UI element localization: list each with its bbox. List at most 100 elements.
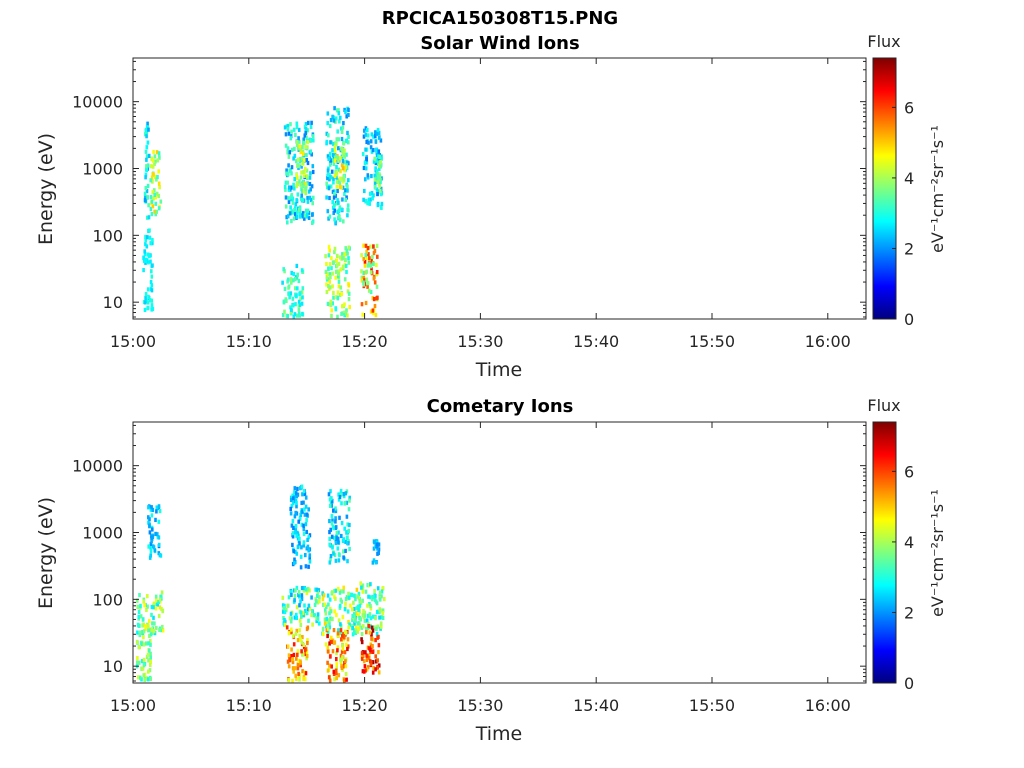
spectrogram-cell <box>295 605 299 610</box>
spectrogram-cell <box>375 153 379 158</box>
spectrogram-cell <box>291 296 295 301</box>
spectrogram-cell <box>337 618 341 623</box>
spectrogram-cell <box>307 618 310 623</box>
spectrogram-cell <box>144 175 147 180</box>
spectrogram-cell <box>362 275 366 280</box>
spectrogram-cell <box>369 603 372 609</box>
spectrogram-cell <box>287 172 290 177</box>
spectrogram-cell <box>333 189 336 194</box>
spectrogram-cell <box>347 283 351 288</box>
spectrogram-cell <box>379 138 383 143</box>
x-axis-label: Time <box>475 359 523 381</box>
spectrogram-cell <box>155 177 158 182</box>
spectrogram-cell <box>342 141 346 146</box>
spectrogram-cell <box>303 512 307 517</box>
spectrogram-cell <box>344 659 347 664</box>
spectrogram-cell <box>335 651 338 656</box>
spectrogram-cell <box>369 244 372 249</box>
spectrogram-cell <box>331 271 334 276</box>
spectrogram-cell <box>327 284 330 289</box>
spectrogram-cell <box>142 673 145 678</box>
spectrogram-cell <box>336 648 339 653</box>
spectrogram-cell <box>354 618 357 623</box>
spectrogram-cell <box>307 215 311 220</box>
spectrogram-cell <box>295 676 298 681</box>
spectrogram-cell <box>370 132 374 137</box>
spectrogram-cell <box>365 256 368 261</box>
spectrogram-cell <box>328 663 331 668</box>
spectrogram-cell <box>153 161 156 166</box>
spectrogram-cell <box>328 542 331 547</box>
spectrogram-cell <box>373 181 377 186</box>
spectrogram-cell <box>159 199 163 204</box>
spectrogram-cell <box>150 303 154 308</box>
spectrogram-cell <box>337 137 340 142</box>
spectrogram-cell <box>332 640 336 645</box>
spectrogram-cell <box>300 649 303 654</box>
spectrogram-cell <box>328 618 331 623</box>
spectrogram-cell <box>327 277 331 282</box>
spectrogram-cell <box>341 153 345 158</box>
spectrogram-cell <box>307 535 310 540</box>
spectrogram-cell <box>360 637 363 642</box>
spectrogram-cell <box>149 164 153 169</box>
spectrogram-cell <box>348 498 351 503</box>
spectrogram-cell <box>327 216 330 221</box>
spectrogram-cell <box>301 180 305 185</box>
spectrogram-cell <box>302 645 306 650</box>
spectrogram-cell <box>285 171 288 176</box>
spectrogram-cell <box>373 156 376 161</box>
spectrogram-cell <box>335 671 338 676</box>
spectrogram-cell <box>339 217 342 222</box>
spectrogram-cell <box>297 658 301 664</box>
spectrogram-cell <box>360 651 364 656</box>
spectrogram-cell <box>294 673 297 678</box>
spectrogram-cell <box>303 648 307 653</box>
spectrogram-cell <box>302 489 306 494</box>
spectrogram-cell <box>363 128 366 133</box>
spectrogram-cell <box>307 189 311 194</box>
spectrogram-cell <box>301 197 305 202</box>
spectrogram-cell <box>295 615 298 620</box>
spectrogram-cell <box>298 618 302 623</box>
spectrogram-cell <box>304 191 308 196</box>
spectrogram-cell <box>381 611 385 616</box>
spectrogram-cell <box>374 160 378 165</box>
spectrogram-cell <box>299 622 303 628</box>
spectrogram-cell <box>341 264 345 269</box>
y-axis-label: Energy (eV) <box>35 133 57 245</box>
colorbar-tick-label: 4 <box>904 533 914 552</box>
spectrogram-cell <box>367 197 371 202</box>
spectrogram-cell <box>324 642 328 647</box>
spectrogram-cell <box>369 616 373 621</box>
spectrogram-cell <box>329 557 332 562</box>
spectrogram-cell <box>366 263 370 268</box>
spectrogram-cell <box>302 531 306 537</box>
spectrogram-cell <box>290 171 293 176</box>
spectrogram-cell <box>348 495 351 500</box>
spectrogram-cell <box>300 522 304 527</box>
spectrogram-cell <box>293 146 296 151</box>
panel-title: Solar Wind Ions <box>420 33 579 54</box>
spectrogram-cell <box>151 238 154 243</box>
y-tick-label: 10 <box>103 657 123 676</box>
spectrogram-cell <box>284 143 288 148</box>
spectrogram-cell <box>335 175 338 180</box>
spectrogram-cell <box>335 165 338 170</box>
spectrogram-cell <box>144 186 148 191</box>
spectrogram-cell <box>347 245 351 250</box>
spectrogram-cell <box>348 622 351 627</box>
spectrogram-cell <box>309 138 312 143</box>
spectrogram-cell <box>327 186 331 191</box>
spectrogram-cell <box>341 197 344 202</box>
spectrogram-cell <box>366 175 370 180</box>
spectrogram-cell <box>368 646 371 651</box>
spectrogram-cell <box>325 181 328 186</box>
spectrogram-cell <box>307 564 310 569</box>
spectrogram-cell <box>142 629 146 634</box>
spectrogram-cell <box>291 519 295 524</box>
spectrogram-cell <box>317 588 321 593</box>
spectrogram-cell <box>378 615 381 620</box>
spectrogram-cell <box>289 122 292 127</box>
spectrogram-cell <box>352 593 356 598</box>
